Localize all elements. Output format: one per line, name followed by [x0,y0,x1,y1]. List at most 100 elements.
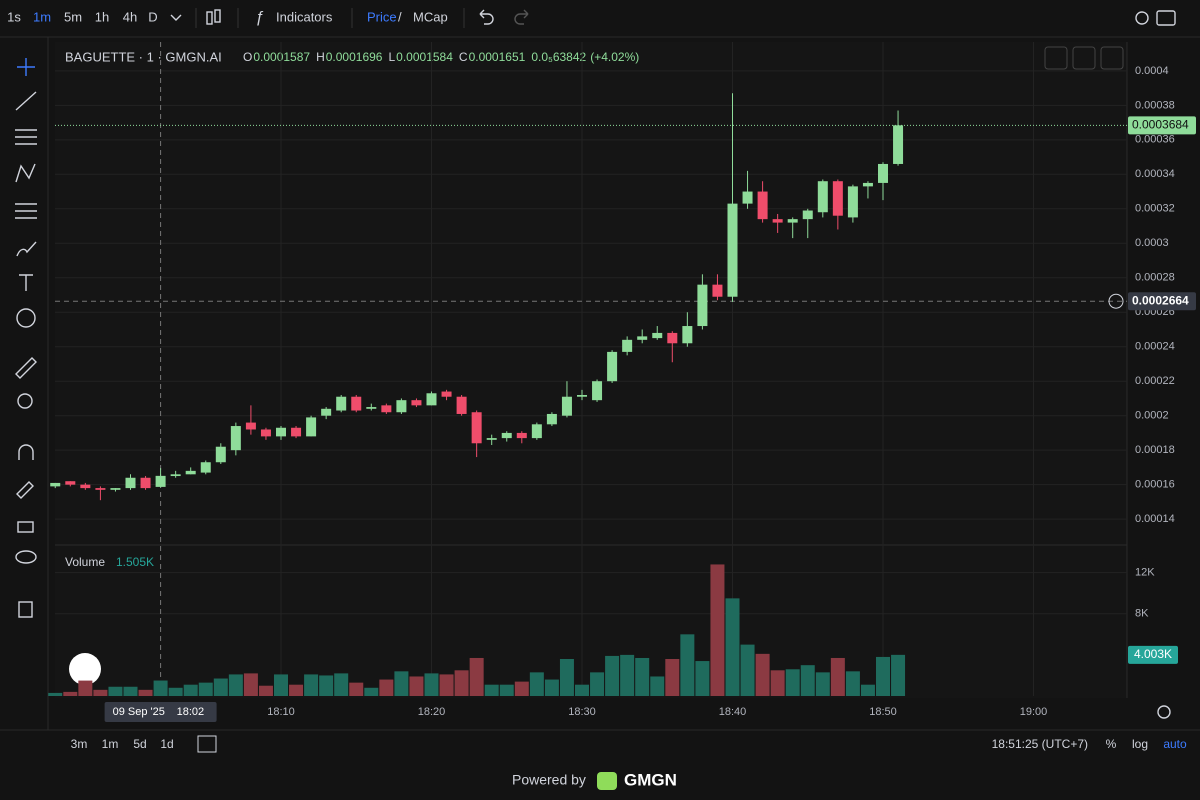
candle-body [140,477,151,489]
x-tick-label: 18:40 [719,706,747,718]
zoom-tool[interactable] [17,393,33,409]
range-button[interactable]: 1m [102,737,119,751]
volume-bar [815,672,830,696]
tv-logo[interactable] [69,653,101,685]
trendline-tool[interactable] [15,91,37,111]
brand: GMGN [624,770,677,789]
scale-option[interactable]: log [1132,737,1148,751]
volume-bar [529,672,544,696]
volume-bar [680,634,695,696]
volume-bar [845,671,860,696]
scale-option[interactable]: auto [1163,737,1187,751]
candle-body [622,339,633,352]
candle-body [230,426,241,451]
chart-pane [55,42,1127,698]
volume-bar [785,669,800,696]
interval-button[interactable]: 5m [64,9,82,24]
visibility-tool[interactable] [15,550,37,564]
interval-button[interactable]: 4h [123,9,137,24]
camera-icon[interactable] [1156,10,1176,26]
volume-bar [349,682,364,696]
emoji-tool[interactable] [16,308,36,328]
volume-bar [695,661,710,696]
y-tick-label: 0.00028 [1135,272,1175,284]
y-tick-label: 0.00018 [1135,444,1175,456]
candle-body [637,336,648,340]
volume-bar [860,684,875,696]
ruler-tool[interactable] [15,357,37,379]
fx-icon[interactable]: ƒ [255,9,264,26]
candle-body [426,393,437,406]
volume-bar [620,654,635,696]
projection-tool[interactable] [15,203,37,219]
volume-bar [138,689,153,696]
y-tick-label: 0.0003 [1135,237,1169,249]
candle-body [441,391,452,397]
candle-body [155,475,166,487]
maximize-button[interactable] [1100,46,1124,70]
dropdown-icon[interactable] [170,14,182,21]
scale-option[interactable]: % [1106,737,1117,751]
volume-bar [575,684,589,696]
indicators-button[interactable]: Indicators [276,9,333,24]
add-alert-icon[interactable] [1108,293,1124,309]
interval-button[interactable]: 1h [95,9,109,24]
candle-body [306,417,317,437]
delete-tool[interactable] [18,601,33,618]
volume-bar [499,684,514,696]
lock-draw-tool[interactable] [16,481,34,499]
interval-button[interactable]: 1m [33,9,51,24]
redo-icon[interactable] [514,9,529,25]
volume-bar [439,674,454,696]
range-button[interactable]: 1d [160,737,173,751]
brush-tool[interactable] [16,241,37,257]
y2-tick-label: 8K [1135,608,1149,620]
collapse-button[interactable] [1072,46,1096,70]
lock-tool[interactable] [17,521,34,533]
candle-body [260,429,271,437]
text-tool[interactable] [19,274,33,291]
candle-body [893,125,904,164]
volume-bar [514,681,529,696]
pattern-tool[interactable] [15,163,36,183]
change: 0.0₅63842 [531,50,586,64]
volume-bar [228,674,243,696]
scroll-button[interactable] [1044,46,1068,70]
interval-button[interactable]: 1s [7,9,21,24]
candle-body [577,395,587,397]
date-range-icon[interactable] [197,735,217,753]
candle-body [817,181,828,213]
candle-body [592,381,603,401]
candle-body [862,182,873,187]
undo-icon[interactable] [479,9,494,25]
candle-icon[interactable] [206,9,221,25]
volume-bar [770,670,785,696]
volume-bar [108,686,123,696]
x-tick-label: 18:10 [267,706,295,718]
candle-body [321,408,332,416]
legend: BAGUETTE · 1 · GMGN.AI O 0.0001587 H 0.0001… [65,49,639,64]
range-button[interactable]: 3m [71,737,88,751]
x-tick-label: 18:20 [418,706,446,718]
price-toggle[interactable]: Price [367,9,397,24]
settings-icon[interactable] [1135,11,1149,25]
axis-settings[interactable] [1157,705,1171,719]
volume-bar [755,653,770,696]
volume-bar [454,670,469,696]
candle-body [652,332,663,339]
footer: 18:51:25 (UTC+7) Powered by GMGN [197,735,1088,790]
crosshair-tool[interactable] [17,58,35,76]
interval-button[interactable]: D [148,9,157,24]
candle-body [125,477,136,489]
fib-tool[interactable] [15,129,37,145]
volume-bar [93,689,108,696]
volume-bar [665,659,680,696]
ohlc-value: 0.0001651 [469,50,526,64]
clock: 18:51:25 (UTC+7) [992,737,1088,751]
volume-bar [830,657,845,696]
mcap-toggle[interactable]: MCap [413,9,448,24]
candle-body [215,446,226,463]
magnet-tool[interactable] [18,444,34,460]
volume-bar [48,692,63,696]
range-button[interactable]: 5d [133,737,146,751]
